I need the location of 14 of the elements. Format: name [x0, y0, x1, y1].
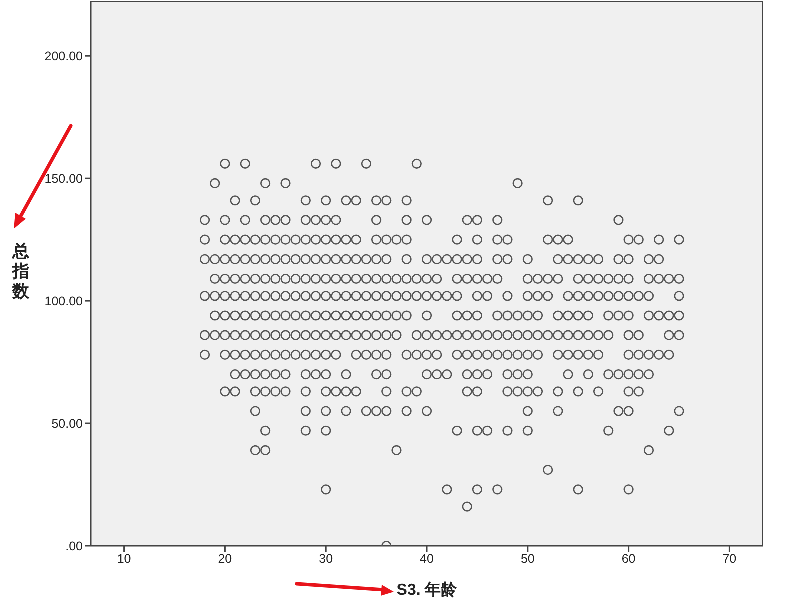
x-tick-label: 70	[722, 552, 737, 566]
x-tick-label: 50	[520, 552, 535, 566]
x-axis-title: S3. 年龄	[396, 581, 458, 601]
y-tick-label: 100.00	[44, 294, 84, 308]
x-tick-label: 10	[117, 552, 132, 566]
y-tick-label: .00	[66, 539, 84, 554]
x-tick-label: 40	[420, 552, 434, 566]
x-tick-label: 60	[622, 552, 636, 566]
y-tick-label: 50.00	[52, 416, 84, 431]
x-tick-label: 30	[319, 552, 334, 566]
x-tick-label: 20	[218, 552, 232, 566]
y-tick-label: 200.00	[44, 50, 84, 64]
y-tick-label: 150.00	[44, 172, 84, 186]
y-axis-title: 总指数	[12, 242, 30, 302]
